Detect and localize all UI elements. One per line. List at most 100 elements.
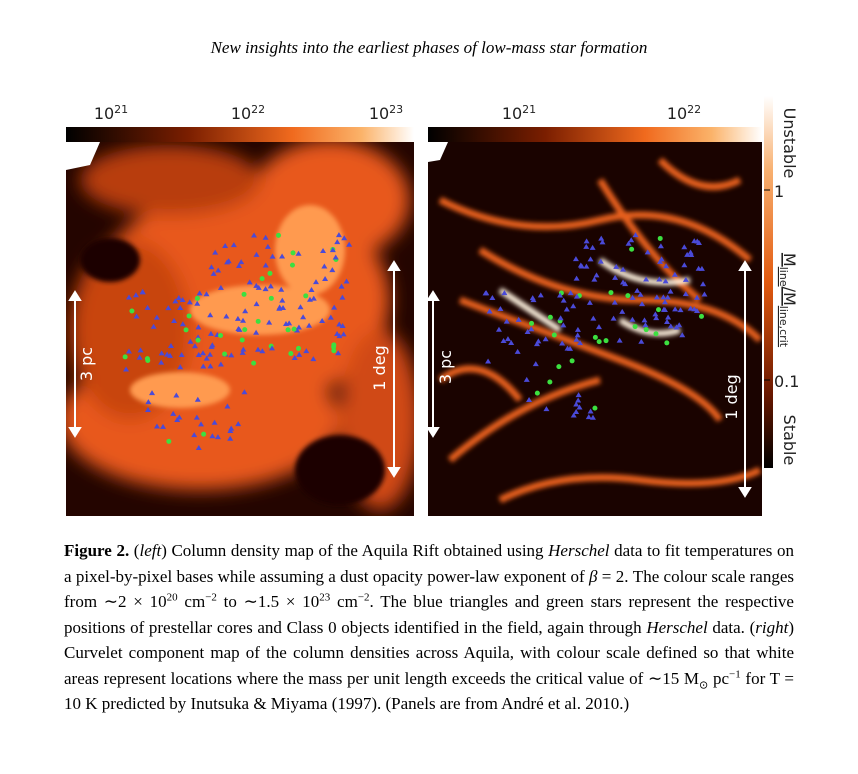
core-marker	[235, 262, 242, 268]
core-marker	[625, 240, 632, 246]
caption-text: −2	[205, 591, 217, 604]
protostar-marker	[656, 307, 662, 313]
core-marker	[681, 244, 688, 250]
core-marker	[514, 348, 521, 354]
core-marker	[485, 358, 492, 364]
protostar-marker	[288, 351, 294, 357]
core-marker	[291, 354, 298, 360]
core-marker	[253, 329, 260, 335]
core-marker	[123, 366, 130, 372]
core-marker	[620, 266, 627, 272]
quantity-part: line,crit	[777, 306, 790, 348]
core-marker	[684, 251, 691, 257]
protostar-marker	[569, 358, 575, 364]
core-marker	[559, 340, 566, 346]
core-marker	[694, 238, 701, 244]
core-marker	[240, 346, 247, 352]
core-marker	[196, 290, 203, 296]
core-marker	[177, 364, 184, 370]
core-marker	[638, 338, 645, 344]
core-marker	[530, 297, 537, 303]
core-marker	[643, 276, 650, 282]
core-marker	[215, 267, 222, 273]
core-marker	[207, 363, 214, 369]
figure: 3 pc 1 deg 3 pc 1 deg 1021 1022 1023 1021 10…	[66, 96, 799, 516]
core-marker	[688, 252, 695, 258]
protostar-marker	[194, 295, 200, 301]
core-marker	[583, 238, 590, 244]
protostar-marker	[259, 276, 265, 282]
core-marker	[240, 317, 247, 323]
protostar-marker	[547, 379, 553, 385]
protostar-marker	[529, 320, 535, 326]
core-marker	[577, 340, 584, 346]
core-marker	[637, 291, 644, 297]
core-marker	[573, 401, 580, 407]
core-marker	[239, 349, 246, 355]
core-marker	[679, 332, 686, 338]
core-marker	[211, 419, 218, 425]
core-marker	[698, 265, 705, 271]
caption-text: ⊙	[699, 678, 709, 691]
core-marker	[212, 249, 219, 255]
core-marker	[583, 243, 590, 249]
curvelet-map	[428, 142, 762, 516]
core-marker	[262, 234, 269, 240]
protostar-marker	[629, 246, 635, 252]
core-marker	[486, 308, 493, 314]
core-marker	[489, 294, 496, 300]
core-marker	[661, 299, 668, 305]
core-marker	[125, 294, 132, 300]
caption-text: . The blue triangles and green stars rep…	[64, 592, 794, 637]
colorbar	[66, 127, 414, 142]
core-marker	[665, 314, 672, 320]
core-marker	[207, 330, 214, 336]
core-marker	[523, 376, 530, 382]
protostar-marker	[251, 360, 257, 366]
core-marker	[210, 270, 217, 276]
core-marker	[560, 322, 567, 328]
core-marker	[241, 389, 248, 395]
core-marker	[187, 338, 194, 344]
core-marker	[259, 348, 266, 354]
caption-text: −1	[729, 667, 741, 680]
core-marker	[227, 435, 234, 441]
core-marker	[515, 316, 522, 322]
caption-text: (	[129, 541, 140, 560]
core-marker	[170, 410, 177, 416]
caption-text: right	[755, 617, 789, 637]
core-marker	[310, 295, 317, 301]
protostar-marker	[592, 405, 598, 411]
core-marker	[504, 336, 511, 342]
protostar-marker	[242, 327, 248, 333]
core-marker	[589, 244, 596, 250]
core-marker	[322, 275, 329, 281]
colorbar-tick-label: 1022	[667, 103, 701, 123]
core-marker	[687, 305, 694, 311]
protostar-marker	[122, 354, 128, 360]
protostar-marker	[547, 314, 553, 320]
running-title: New insights into the earliest phases of…	[210, 38, 648, 57]
core-marker	[254, 346, 261, 352]
core-marker	[672, 306, 679, 312]
core-marker	[497, 306, 504, 312]
core-marker	[310, 356, 317, 362]
core-marker	[628, 237, 635, 243]
core-marker	[179, 297, 186, 303]
caption-text: 20	[166, 591, 178, 604]
exponent: 21	[522, 103, 536, 116]
caption-text: Herschel	[548, 541, 610, 560]
core-marker	[195, 352, 202, 358]
core-marker	[177, 304, 184, 310]
protostar-marker	[268, 295, 274, 301]
core-marker	[657, 258, 664, 264]
core-marker	[222, 243, 229, 249]
core-marker	[160, 423, 167, 429]
core-marker	[149, 390, 156, 396]
colorbar-label: Unstable	[780, 108, 799, 179]
quantity-part: line	[777, 267, 790, 287]
core-marker	[671, 271, 678, 277]
core-marker	[682, 276, 689, 282]
core-marker	[687, 249, 694, 255]
core-marker	[158, 350, 165, 356]
